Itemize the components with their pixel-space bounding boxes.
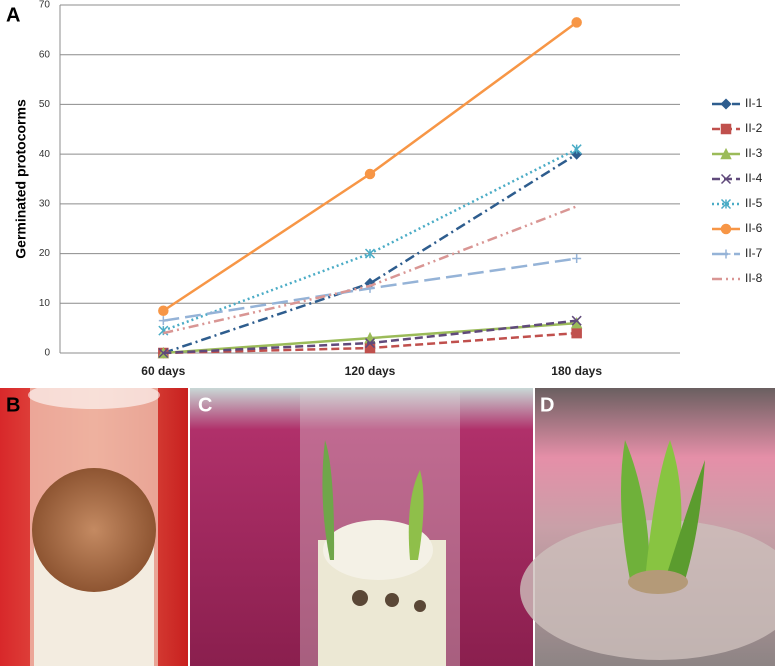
y-axis-label: Germinated protocorms <box>13 99 29 259</box>
marker <box>364 342 376 354</box>
y-tick-label: 30 <box>39 198 51 209</box>
photo-b <box>0 381 188 666</box>
marker <box>158 316 168 326</box>
y-tick-label: 70 <box>39 0 51 11</box>
y-tick-label: 20 <box>39 248 51 259</box>
marker <box>571 144 582 155</box>
marker <box>720 98 732 110</box>
series-line <box>163 205 578 335</box>
legend-label: II-3 <box>745 146 763 160</box>
marker <box>721 249 731 259</box>
photo-c <box>190 388 533 666</box>
y-tick-label: 0 <box>44 348 50 359</box>
marker <box>571 327 582 339</box>
legend-label: II-8 <box>745 271 763 285</box>
marker <box>571 17 582 28</box>
legend-label: II-5 <box>745 196 763 210</box>
plot-background <box>0 0 775 386</box>
x-tick-label: 60 days <box>141 364 185 378</box>
y-tick-label: 50 <box>39 99 51 110</box>
y-tick-label: 60 <box>39 49 51 60</box>
y-tick-label: 10 <box>39 298 51 309</box>
legend-label: II-4 <box>745 171 763 185</box>
x-tick-label: 180 days <box>551 364 602 378</box>
marker <box>720 173 732 185</box>
panel-label: B <box>6 394 20 416</box>
marker <box>158 347 169 359</box>
legend-label: II-1 <box>745 96 763 110</box>
legend-label: II-6 <box>745 221 763 235</box>
marker <box>571 315 582 326</box>
marker <box>720 223 732 235</box>
panel-label: A <box>6 4 20 26</box>
marker <box>720 123 732 135</box>
marker <box>364 168 376 180</box>
legend-label: II-7 <box>745 246 763 260</box>
y-tick-label: 40 <box>39 149 51 160</box>
panel-label: C <box>198 394 212 416</box>
panel-label: D <box>540 394 554 416</box>
legend-label: II-2 <box>745 121 763 135</box>
photo-d <box>520 388 775 666</box>
marker <box>364 338 376 349</box>
marker <box>364 248 376 259</box>
x-tick-label: 120 days <box>345 364 396 378</box>
marker <box>720 198 732 210</box>
marker <box>158 305 169 316</box>
series-line <box>162 153 578 355</box>
marker <box>572 254 582 264</box>
marker <box>720 147 732 160</box>
